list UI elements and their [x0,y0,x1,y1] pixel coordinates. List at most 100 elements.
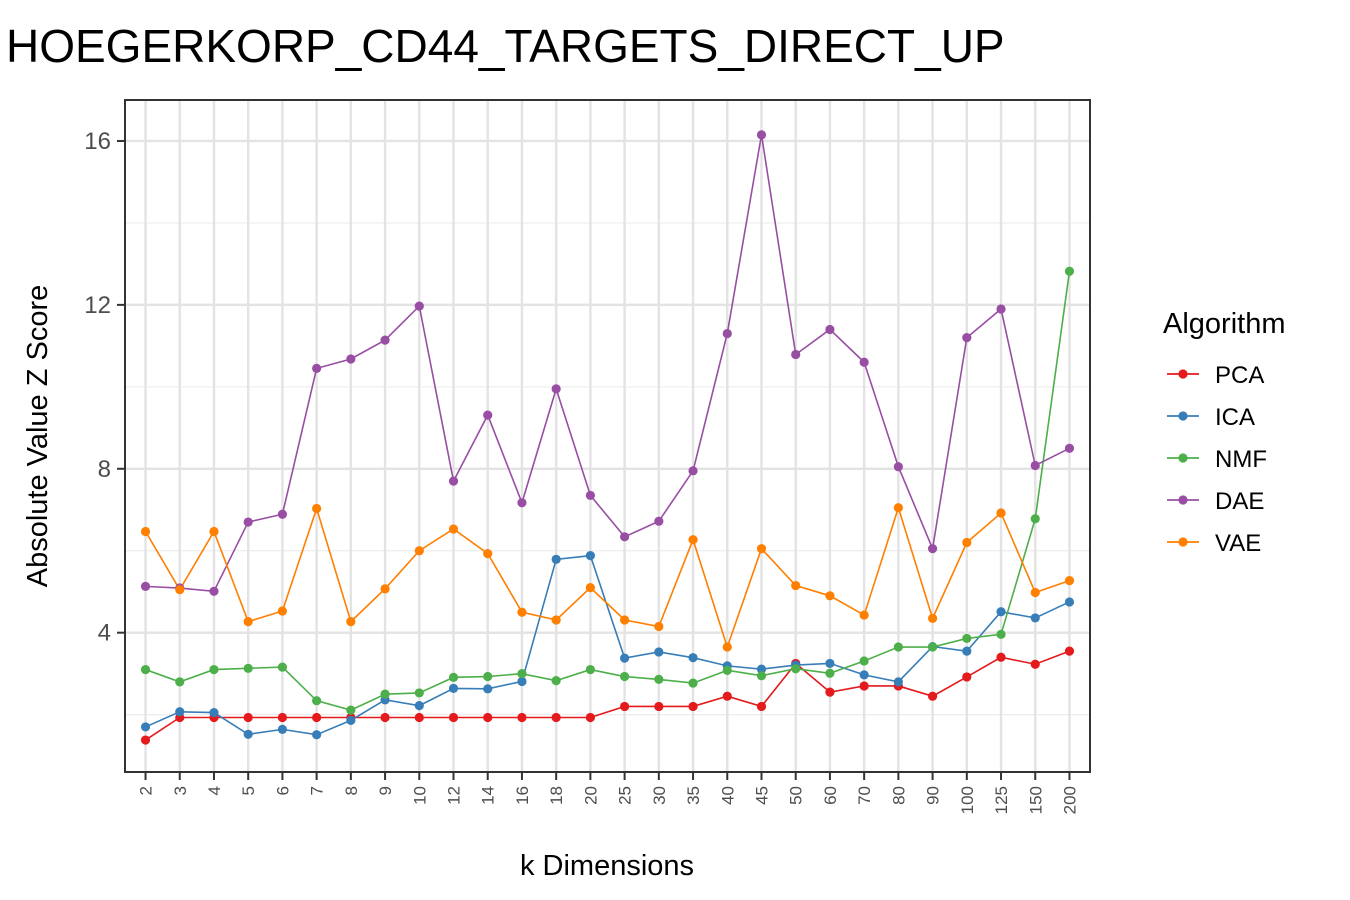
data-point-ica [996,607,1006,617]
x-tick-label: 6 [273,786,292,795]
data-point-ica [825,658,835,669]
series-line-nmf [145,271,1071,711]
data-point-vae [962,537,972,548]
x-tick-label: 30 [650,786,669,805]
data-point-dae [825,324,835,335]
data-point-vae [1030,587,1040,598]
data-point-pca [551,712,561,723]
legend-key-point-pca [1178,369,1188,379]
data-point-ica [688,653,698,663]
data-point-nmf [312,696,322,706]
legend: Algorithm PCA ICA NMF DAE VAE [1163,308,1286,557]
data-point-vae [346,617,356,627]
data-point-nmf [927,642,938,652]
data-point-pca [620,701,630,712]
data-point-dae [893,462,903,472]
data-point-nmf [859,656,869,666]
data-point-dae [927,544,938,554]
data-point-dae [859,357,869,367]
data-point-vae [517,607,527,617]
data-point-nmf [962,633,972,644]
data-point-pca [927,691,938,701]
x-tick-label: 25 [616,786,635,805]
data-point-dae [448,476,459,486]
data-point-pca [722,691,732,701]
chart-title: HOEGERKORP_CD44_TARGETS_DIRECT_UP [6,20,1005,72]
data-point-vae [585,583,595,593]
data-point-dae [414,301,424,311]
data-point-nmf [825,668,835,678]
data-point-ica [1030,613,1040,623]
data-point-vae [551,615,561,625]
data-point-ica [893,677,903,687]
data-point-pca [312,712,322,723]
data-point-vae [277,606,288,616]
data-point-pca [825,687,835,697]
data-point-pca [448,712,459,723]
data-point-dae [277,509,288,519]
data-point-vae [243,617,253,627]
data-point-vae [380,584,390,594]
x-tick-label: 125 [992,786,1011,814]
data-point-pca [756,701,767,712]
data-point-vae [654,621,664,632]
data-point-ica [756,664,767,674]
data-point-pca [585,712,595,723]
data-point-ica [175,707,185,717]
legend-key-point-nmf [1178,453,1188,463]
data-point-nmf [620,671,630,682]
x-tick-label: 70 [855,786,874,805]
data-point-dae [483,410,493,420]
y-tick-label: 8 [98,456,111,483]
data-point-ica [551,554,561,564]
data-point-ica [962,646,972,656]
series-line-ica [145,554,1070,736]
data-point-pca [1030,659,1040,669]
data-point-vae [825,591,835,601]
x-tick-label: 35 [684,786,703,805]
series-line-vae [144,505,1070,650]
data-point-vae [175,585,185,595]
legend-key-point-dae [1178,495,1188,505]
data-point-nmf [380,689,390,699]
data-point-ica [859,670,869,680]
data-point-nmf [1064,266,1075,276]
data-point-dae [551,384,561,394]
legend-label-nmf: NMF [1215,446,1267,473]
data-point-dae [243,517,253,527]
data-point-vae [448,524,459,534]
data-point-dae [756,130,767,140]
x-tick-label: 45 [752,786,771,805]
data-point-nmf [517,669,527,679]
data-point-dae [380,335,390,345]
data-point-ica [448,683,459,694]
data-point-nmf [722,665,732,675]
data-point-ica [277,724,288,734]
legend-label-vae: VAE [1215,530,1261,557]
data-point-pca [483,712,493,723]
data-point-ica [1064,597,1075,607]
data-point-dae [517,498,527,508]
data-point-vae [859,610,869,620]
x-tick-label: 7 [308,786,327,795]
data-point-dae [791,349,801,360]
data-point-dae [1064,443,1075,453]
data-point-nmf [791,664,801,674]
data-point-dae [209,586,219,596]
data-point-dae [654,516,664,526]
x-tick-label: 2 [137,786,156,795]
data-point-dae [620,532,630,542]
panel-border [124,99,1091,773]
data-point-dae [140,581,151,591]
data-point-nmf [448,672,459,682]
data-point-pca [517,712,527,723]
data-point-nmf [175,677,185,687]
data-point-pca [243,712,253,723]
data-point-vae [996,508,1006,518]
data-point-pca [962,672,972,682]
x-tick-label: 9 [376,786,395,795]
data-point-nmf [585,664,595,675]
y-tick-label: 12 [84,292,111,319]
